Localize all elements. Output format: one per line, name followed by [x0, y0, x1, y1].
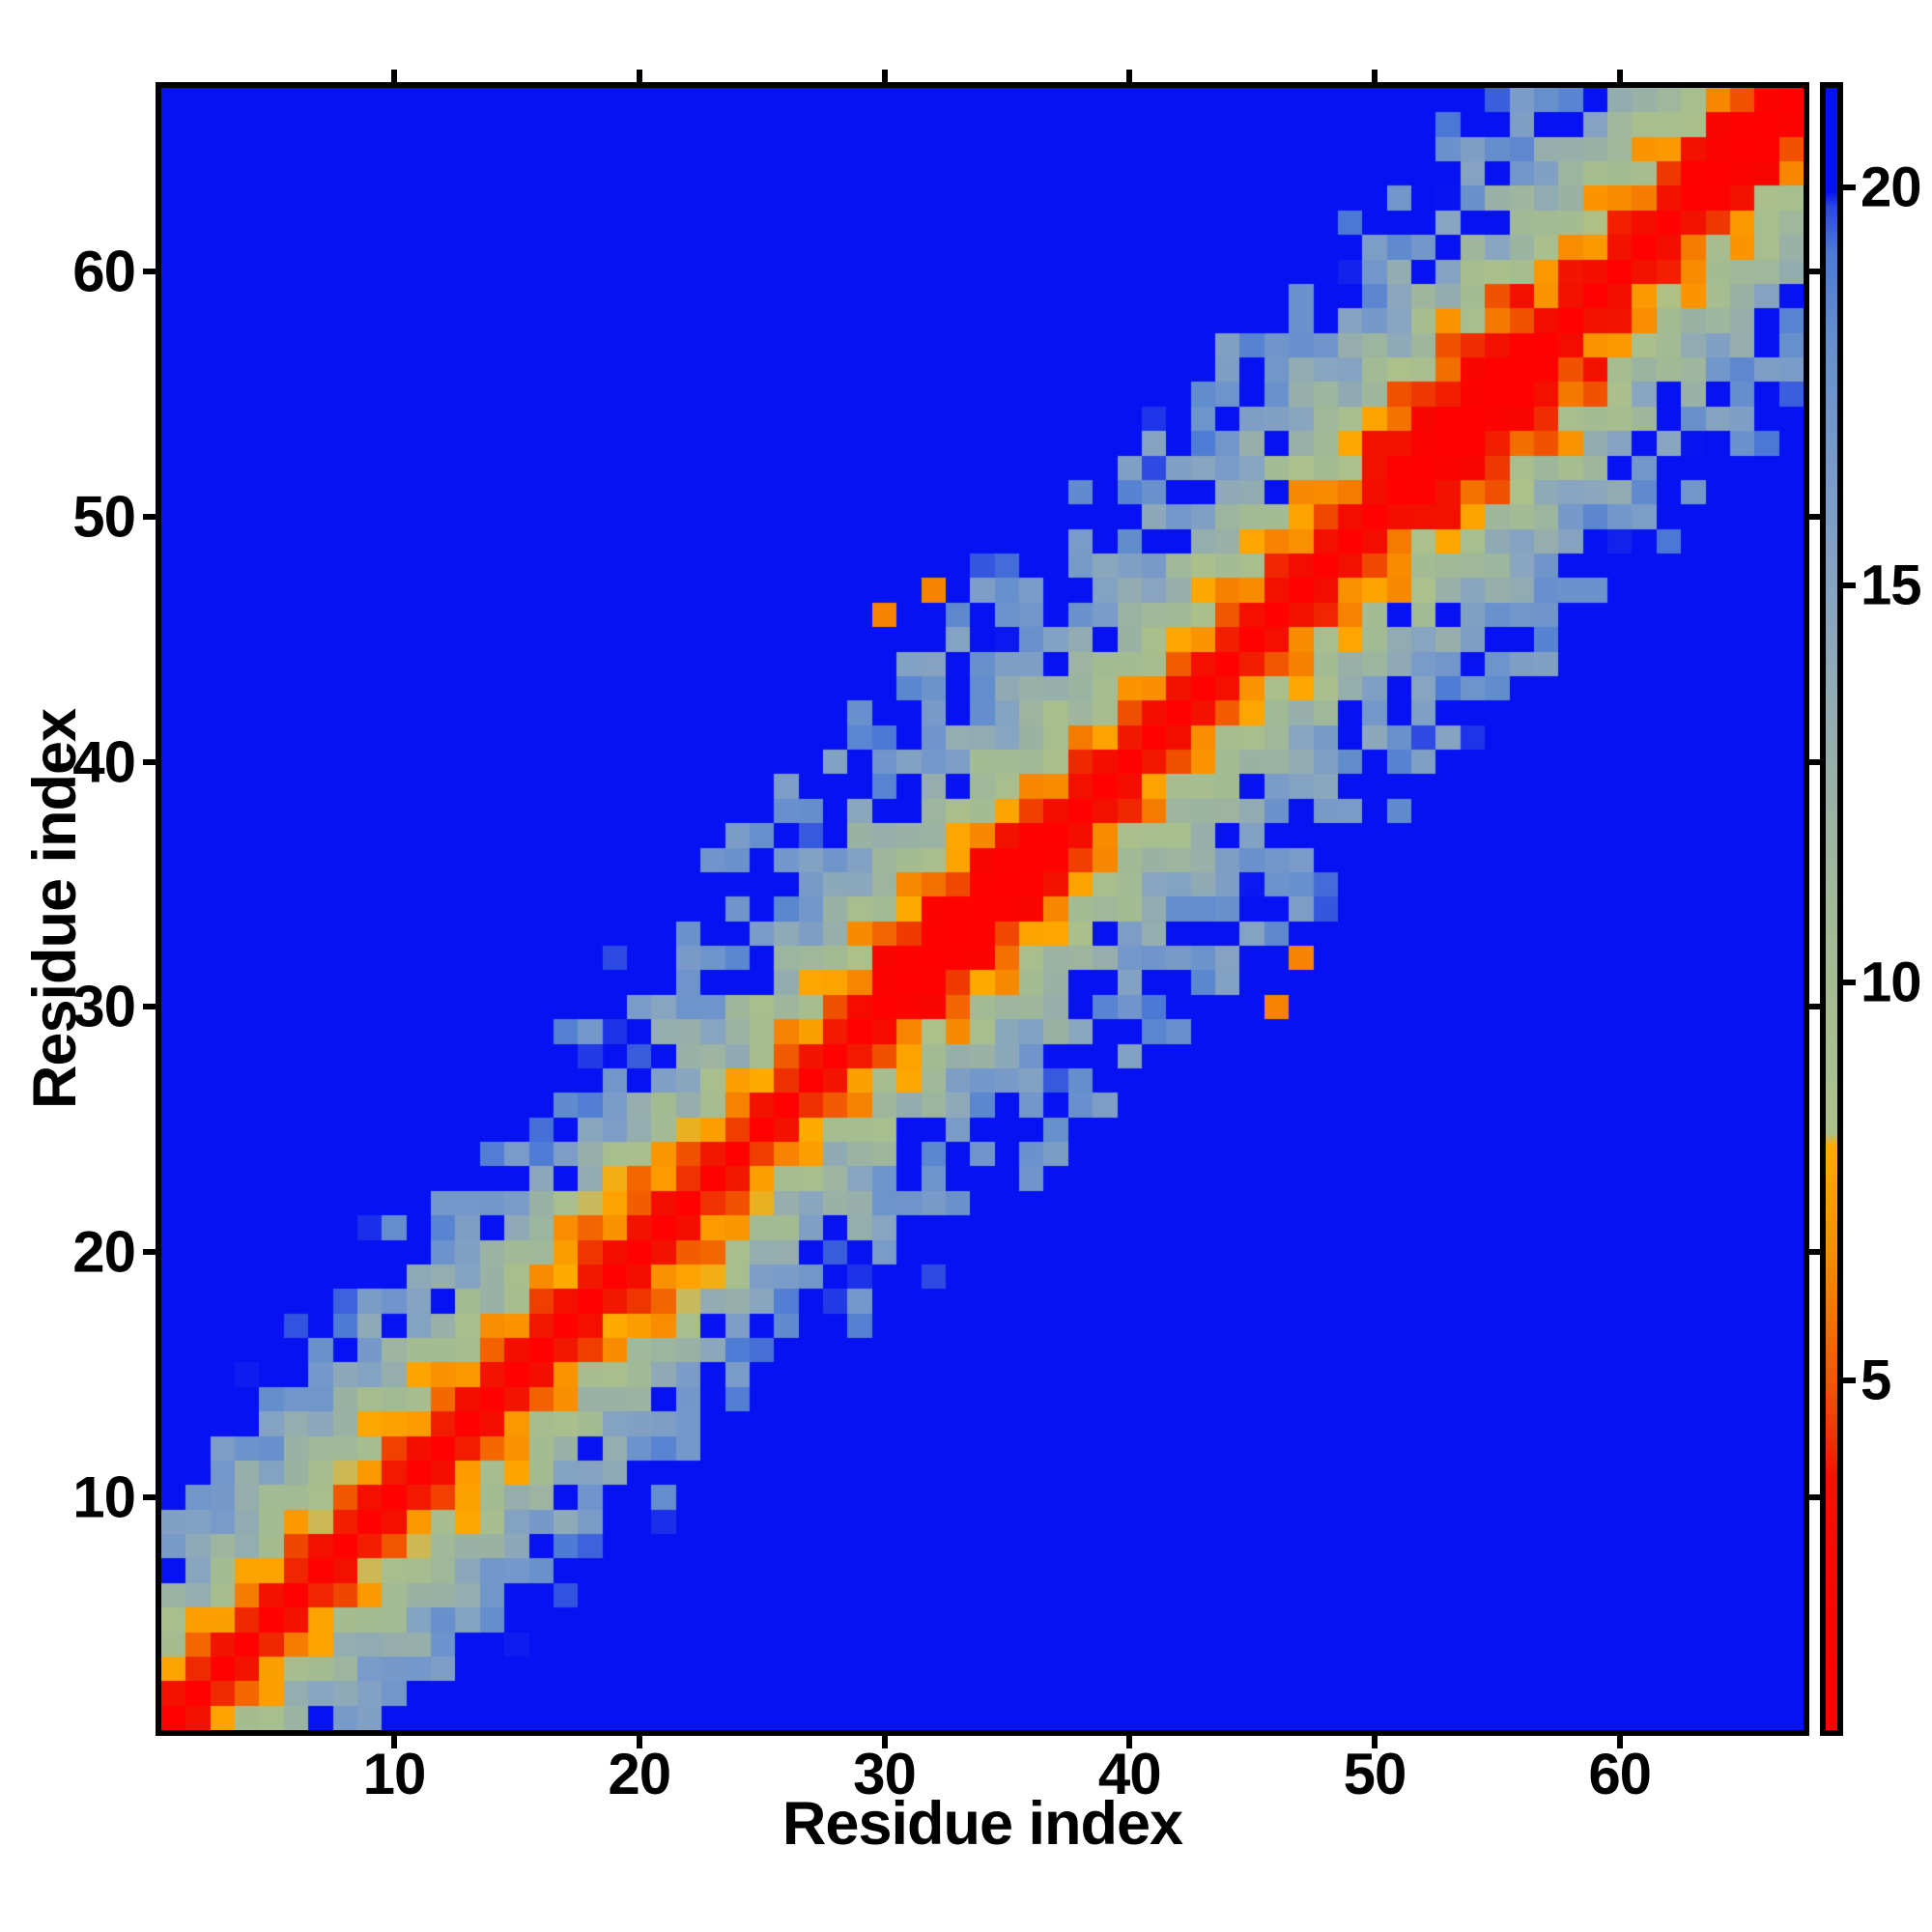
- y-tick-label: 20: [19, 1219, 135, 1286]
- y-axis-right-tick: [1809, 514, 1822, 520]
- x-axis-top-tick: [882, 70, 888, 82]
- x-tick-label: 20: [608, 1741, 670, 1807]
- x-axis-top-tick: [391, 70, 397, 82]
- x-tick-label: 10: [363, 1741, 426, 1807]
- y-tick-label: 30: [19, 974, 135, 1040]
- x-axis-top-tick: [1372, 70, 1378, 82]
- y-axis-tick: [143, 759, 156, 765]
- y-tick-label: 40: [19, 728, 135, 795]
- x-tick-label: 60: [1588, 1741, 1651, 1807]
- y-tick-label: 50: [19, 484, 135, 551]
- colorbar-tick-label: 15: [1861, 553, 1921, 617]
- y-axis-right-tick: [1809, 759, 1822, 765]
- y-axis-tick: [143, 1494, 156, 1500]
- colorbar-tick-label: 5: [1861, 1348, 1890, 1412]
- y-axis-right-tick: [1809, 269, 1822, 274]
- colorbar-tick-label: 20: [1861, 155, 1921, 219]
- x-tick-label: 30: [853, 1741, 916, 1807]
- x-axis-top-tick: [1617, 70, 1623, 82]
- colorbar-tick: [1843, 980, 1856, 985]
- y-axis-right-tick: [1809, 1249, 1822, 1255]
- y-axis-right-tick: [1809, 1494, 1822, 1500]
- y-tick-label: 60: [19, 239, 135, 305]
- y-tick-label: 10: [19, 1463, 135, 1530]
- x-axis-top-tick: [1126, 70, 1132, 82]
- colorbar-tick: [1843, 1378, 1856, 1383]
- heatmap-canvas: [161, 88, 1804, 1730]
- colorbar-frame: [1820, 82, 1843, 1736]
- figure: Residue index Residue index 102030405060…: [0, 0, 1932, 1932]
- colorbar-tick: [1843, 582, 1856, 588]
- colorbar-tick: [1843, 185, 1856, 190]
- x-tick-label: 50: [1344, 1741, 1406, 1807]
- y-axis-tick: [143, 514, 156, 520]
- x-tick-label: 40: [1098, 1741, 1161, 1807]
- y-axis-tick: [143, 1004, 156, 1009]
- y-axis-right-tick: [1809, 1004, 1822, 1009]
- y-axis-tick: [143, 269, 156, 274]
- colorbar-tick-label: 10: [1861, 951, 1921, 1015]
- x-axis-top-tick: [637, 70, 642, 82]
- y-axis-tick: [143, 1249, 156, 1255]
